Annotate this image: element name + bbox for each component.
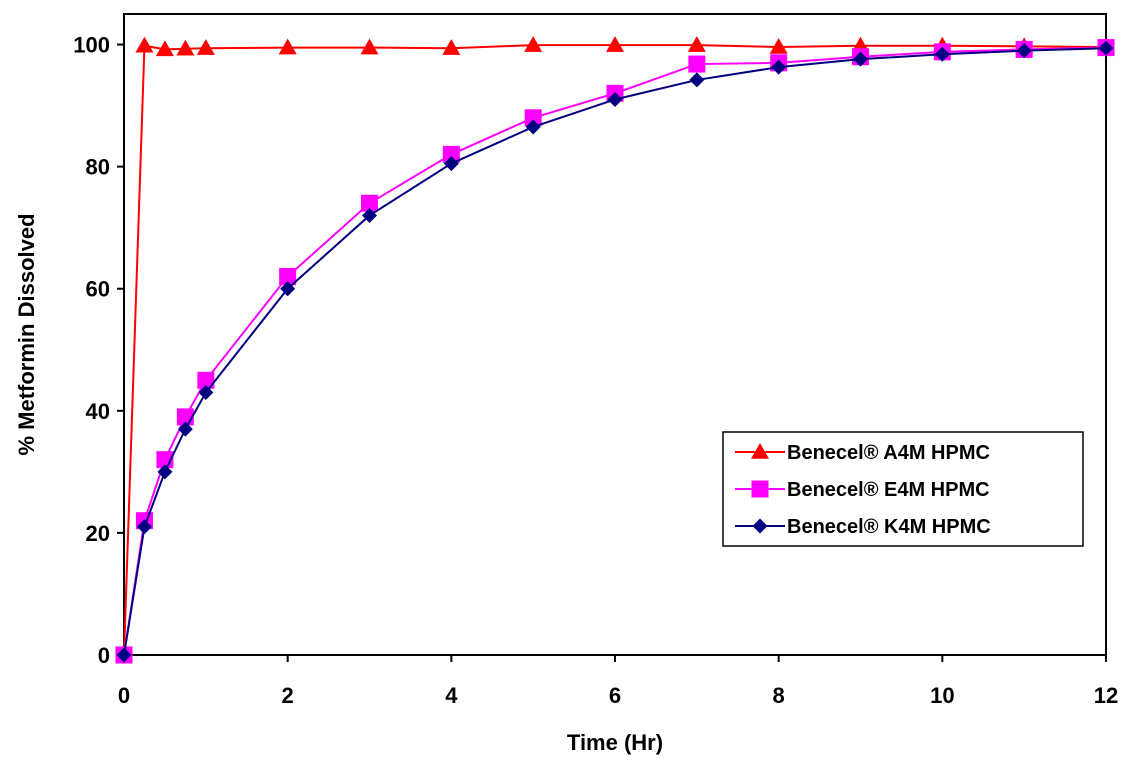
- data-point: [198, 384, 214, 400]
- x-tick-label: 0: [118, 683, 130, 708]
- plot-frame: [123, 13, 1107, 656]
- x-tick-label: 2: [282, 683, 294, 708]
- data-point: [197, 371, 215, 389]
- data-point: [688, 55, 706, 73]
- legend-label: Benecel® E4M HPMC: [787, 479, 990, 501]
- legend-marker: [751, 443, 769, 459]
- data-point: [769, 37, 788, 54]
- data-point: [687, 36, 706, 52]
- data-point: [443, 156, 459, 172]
- data-point: [362, 207, 377, 223]
- x-tick-label: 4: [445, 683, 458, 708]
- data-point: [524, 36, 543, 52]
- data-point: [524, 109, 542, 127]
- x-tick-label: 12: [1094, 683, 1118, 708]
- series-line: [123, 47, 1107, 656]
- data-point: [1016, 43, 1032, 59]
- legend-marker: [751, 480, 769, 498]
- series-line: [123, 44, 1107, 656]
- data-point: [853, 51, 868, 67]
- series-layer: [115, 36, 1115, 664]
- data-point: [361, 194, 378, 212]
- x-tick-label: 8: [773, 683, 785, 708]
- data-point: [280, 281, 296, 297]
- x-tick-label: 10: [930, 683, 954, 708]
- axes-layer: 0 20 40 60 80 100 0 2 4 6 8 10 12: [73, 13, 1118, 708]
- data-point: [442, 39, 461, 55]
- y-tick-label: 60: [86, 277, 110, 302]
- legend-label: Benecel® K4M HPMC: [787, 516, 991, 538]
- x-axis-title: Time (Hr): [567, 730, 663, 755]
- legend: Benecel® A4M HPMC Benecel® E4M HPMC Benece…: [722, 431, 1084, 547]
- y-tick-label: 80: [86, 155, 110, 180]
- series-1: [115, 39, 1115, 664]
- data-point: [442, 145, 460, 163]
- data-point: [116, 647, 132, 663]
- data-point: [1098, 40, 1114, 56]
- data-point: [176, 39, 195, 56]
- x-tick-label: 6: [609, 683, 621, 708]
- legend-label: Benecel® A4M HPMC: [787, 442, 990, 464]
- data-point: [934, 46, 950, 62]
- legend-marker: [752, 518, 768, 534]
- data-point: [196, 39, 215, 55]
- data-point: [360, 38, 379, 55]
- data-point: [606, 36, 624, 52]
- y-tick-label: 100: [73, 33, 110, 58]
- series-2: [116, 40, 1114, 663]
- y-axis-title: % Metformin Dissolved: [14, 213, 39, 455]
- data-point: [136, 519, 152, 535]
- data-point: [279, 268, 297, 286]
- series-0: [115, 36, 1115, 662]
- data-point: [607, 91, 623, 107]
- data-point: [771, 59, 787, 75]
- data-point: [177, 421, 193, 437]
- series-line: [123, 46, 1107, 656]
- y-tick-label: 20: [86, 521, 110, 546]
- y-tick-label: 40: [86, 399, 110, 424]
- data-point: [689, 72, 705, 88]
- data-point: [525, 119, 541, 135]
- data-point: [157, 464, 173, 480]
- y-tick-label: 0: [98, 643, 110, 668]
- data-point: [135, 36, 154, 53]
- data-point: [278, 38, 297, 55]
- data-point: [155, 40, 174, 57]
